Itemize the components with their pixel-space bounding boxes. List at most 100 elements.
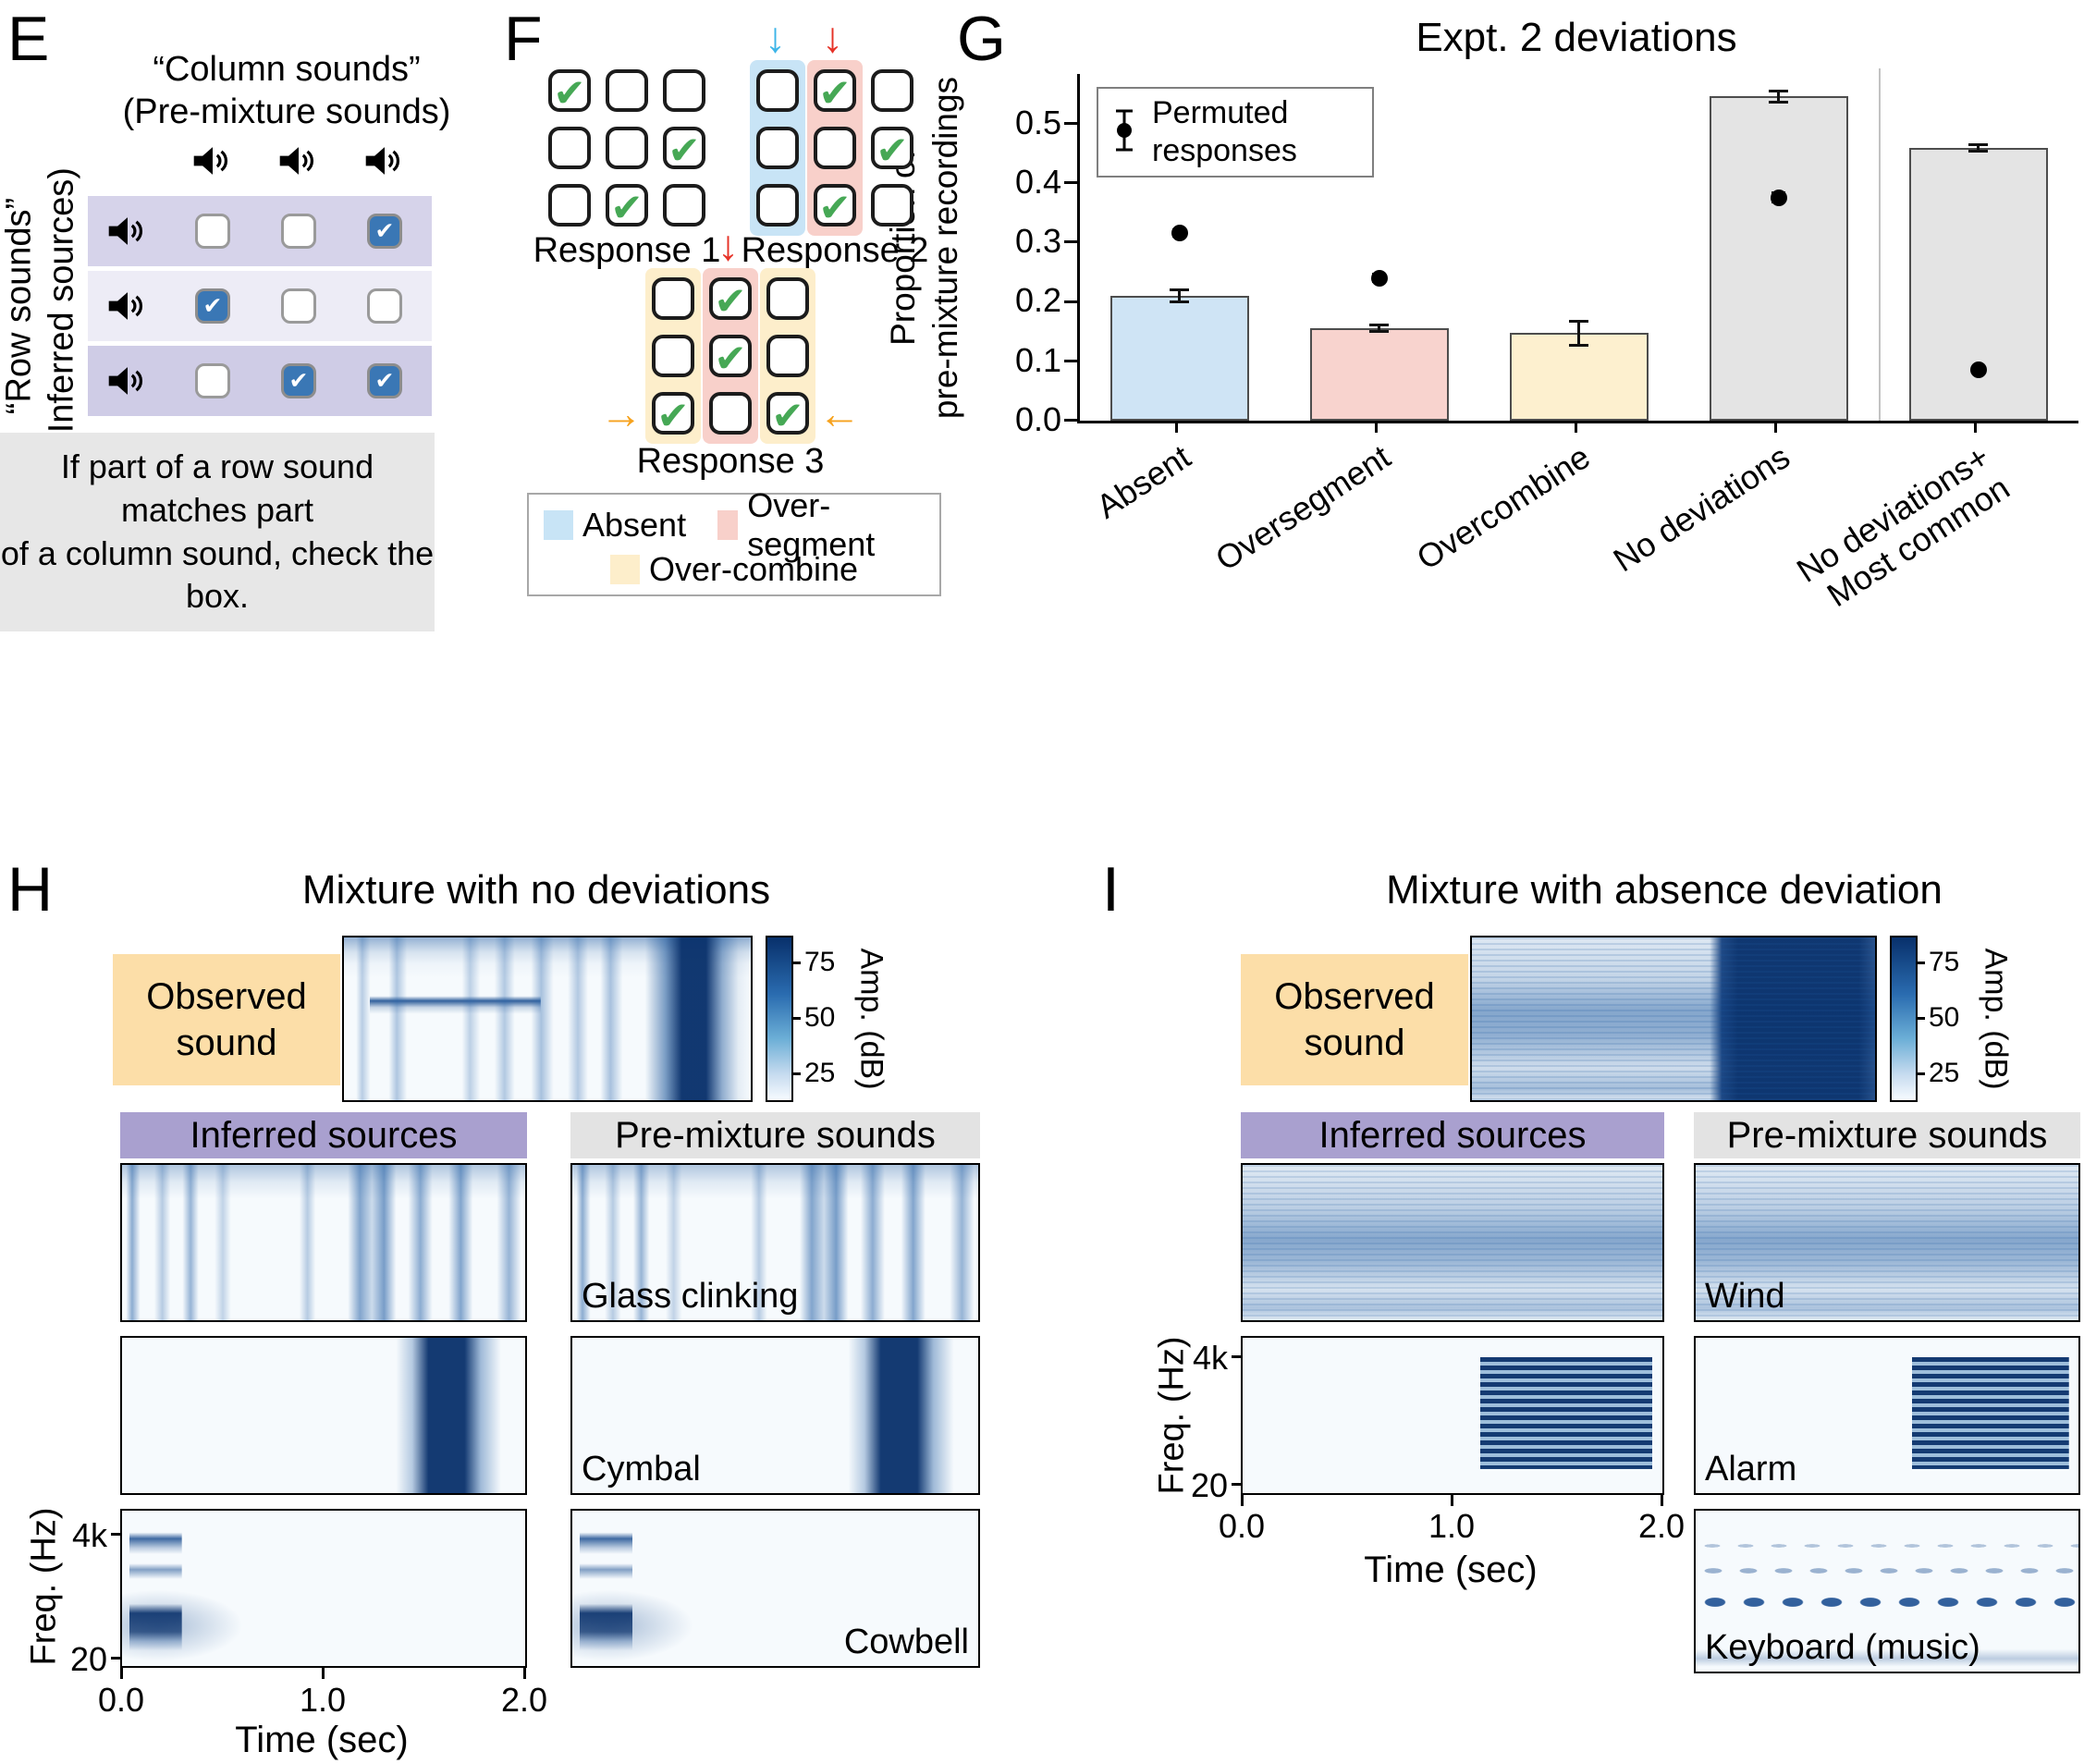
y-tick-mark [1064,300,1077,303]
bar-error-no-deviations [1769,89,1788,104]
checkbox [871,127,913,173]
oversegment-arrow-icon: ↓ [717,221,739,269]
errorbar-dot-icon [1108,102,1141,164]
checkbox [709,335,752,381]
premixture-sounds-header: Pre-mixture sounds [1694,1112,2080,1158]
observed-sound-label: Observed sound [1241,954,1468,1085]
bar-no-deviations [1710,96,1848,421]
inferred-cowbell-spectrogram [120,1509,527,1668]
y-tick-label: 0.3 [1014,222,1061,260]
bar-error-absent [1170,288,1189,304]
permuted-dot-oversegment [1371,269,1388,287]
permuted-dot-no-deviations [1771,189,1787,206]
bar-chart-plot: Permuted responses [1077,68,2078,423]
legend-text-line2: responses [1152,133,1297,168]
observed-label-line1: Observed [1274,976,1435,1017]
checkbox [367,288,402,324]
sound-label-wind: Wind [1705,1277,1785,1316]
colorbar [766,936,793,1102]
legend-row: Absent Over-segment [544,486,925,563]
y-tick-mark [1064,122,1077,125]
time-tick-2: 2.0 [1637,1507,1686,1545]
matrix-row-3 [88,346,432,416]
group-separator-line [1879,68,1881,421]
colorbar-tick-75: 75 [804,947,836,977]
sound-label-cymbal: Cymbal [582,1450,701,1488]
checkbox [281,214,316,249]
amp-axis-label: Amp. (dB) [1978,948,2014,1090]
row-sounds-title-line1: “Row sounds” [0,197,39,415]
bar-absent [1110,295,1249,421]
inferred-sources-header: Inferred sources [1241,1112,1664,1158]
row-sounds-title-line2: (Inferred sources) [43,167,81,445]
response-3-grid: ↓ → ← [600,224,861,444]
inferred-wind-spectrogram [1241,1163,1664,1322]
panel-e-caption: If part of a row sound matches part of a… [0,433,435,632]
checkbox [367,363,402,398]
checkbox [281,288,316,324]
checkbox [756,127,799,169]
checkbox [663,69,705,112]
y-tick-label: 0.5 [1014,104,1061,141]
speaker-icon [191,144,234,178]
time-axis-label: Time (sec) [1364,1550,1538,1590]
freq-tick-mark [111,1657,120,1660]
colorbar-tick-50: 50 [1929,1002,1960,1033]
deviation-legend: Absent Over-segment Over-combine [527,486,941,596]
freq-tick-20: 20 [1190,1466,1228,1504]
y-tick-label: 0.2 [1014,281,1061,319]
legend-item-oversegment: Over-segment [717,486,893,564]
bar-error-oversegment [1369,324,1389,334]
caption-line2: of a column sound, check the box. [0,533,435,616]
checkbox [814,184,856,230]
y-tick-label: 0.4 [1014,163,1061,201]
y-tick-mark [1064,419,1077,422]
speaker-icon [106,364,149,398]
absent-label: Absent [582,506,687,544]
speaker-icon [106,214,149,248]
legend-item-absent: Absent [544,506,686,545]
colorbar-tick-mark [793,1072,801,1075]
checkbox [606,184,648,230]
x-tick-mark [1974,422,1977,433]
checkbox [814,69,856,116]
y-tick-label: 0.1 [1014,341,1061,379]
checkbox [766,392,809,438]
chart-title: Expt. 2 deviations [1416,15,1737,60]
observed-mixture-spectrogram [342,936,753,1102]
freq-axis-label: Freq. (Hz) [24,1507,64,1666]
premixture-keyboard-spectrogram: Keyboard (music) [1694,1509,2080,1673]
time-tick-mark [322,1668,325,1679]
bar-no-deviations-most-common [1909,148,2048,421]
permuted-dot-absent [1171,225,1188,242]
bar-error-no-deviations-most-common [1968,143,1988,153]
premixture-glass-spectrogram: Glass clinking [570,1163,980,1322]
response-2-label: Response 2 [741,231,929,270]
premixture-cymbal-spectrogram: Cymbal [570,1336,980,1495]
checkbox [766,335,809,377]
premixture-sounds-header: Pre-mixture sounds [570,1112,980,1158]
y-tick-label: 0.0 [1014,400,1061,438]
caption-line1: If part of a row sound matches part [60,447,374,529]
sound-label-glass: Glass clinking [582,1277,799,1316]
colorbar-tick-mark [1918,1072,1925,1075]
response-2-grid: ↓ ↓ [750,16,913,236]
panel-h-title: Mixture with no deviations [301,867,771,913]
time-tick-mark [523,1668,526,1679]
observed-label-line2: sound [176,1023,277,1063]
freq-tick-20: 20 [69,1640,107,1678]
y-tick-mark [1064,181,1077,184]
time-tick-mark [120,1668,123,1679]
x-tick-mark [1175,422,1178,433]
column-sounds-title: “Column sounds” (Pre-mixture sounds) [92,48,481,134]
checkbox [756,184,799,227]
overcombine-label: Over-combine [648,550,859,588]
checkbox [606,127,648,169]
column-sounds-title-line2: (Pre-mixture sounds) [122,92,451,132]
permuted-responses-legend: Permuted responses [1097,87,1374,178]
colorbar-tick-mark [1918,1017,1925,1020]
time-tick-mark [1451,1495,1453,1506]
checkbox [709,277,752,324]
column-sounds-title-line1: “Column sounds” [153,50,421,89]
time-axis-label: Time (sec) [235,1720,409,1760]
